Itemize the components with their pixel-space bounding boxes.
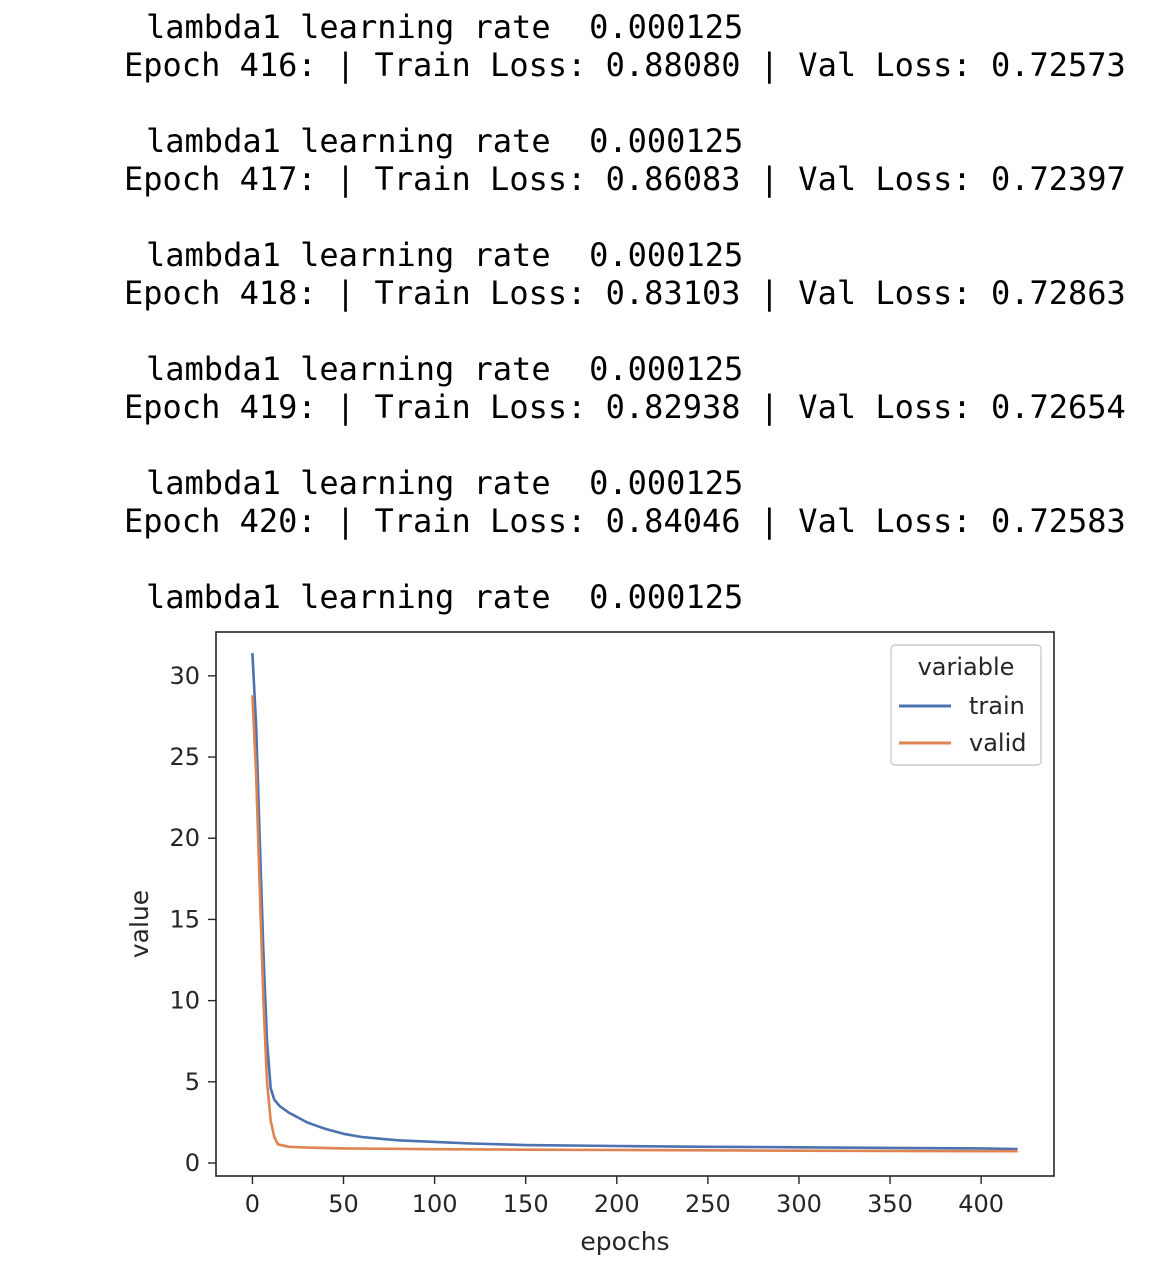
series-line-train [251, 653, 1018, 1151]
y-tick-label: 25 [169, 743, 200, 771]
y-tick-label: 30 [169, 662, 200, 690]
x-tick-label: 400 [958, 1190, 1004, 1218]
epoch-line: Epoch 418: | Train Loss: 0.83103 | Val L… [124, 274, 1126, 312]
y-tick-label: 15 [169, 905, 200, 933]
legend-title: variable [918, 653, 1015, 681]
y-tick-label: 10 [169, 987, 200, 1015]
legend-label-valid: valid [969, 729, 1026, 757]
loss-chart: 0 50 100 150 200 250 300 350 400 0 5 10 15 20 25 30 epoc… [125, 631, 1055, 1256]
lr-line: lambda1 learning rate 0.000125 [146, 464, 744, 502]
epoch-line: Epoch 420: | Train Loss: 0.84046 | Val L… [124, 502, 1126, 540]
plot-frame [215, 631, 1055, 1177]
x-axis-label: epochs [580, 1227, 669, 1256]
epoch-line: Epoch 419: | Train Loss: 0.82938 | Val L… [124, 388, 1126, 426]
legend-box [890, 644, 1042, 766]
x-tick-label: 300 [776, 1190, 822, 1218]
x-tick-label: 150 [503, 1190, 549, 1218]
x-tick-label: 50 [328, 1190, 359, 1218]
x-tick-label: 350 [867, 1190, 913, 1218]
y-axis-label: value [125, 890, 154, 958]
x-tick-label: 100 [412, 1190, 458, 1218]
x-tick-label: 200 [594, 1190, 640, 1218]
lr-line: lambda1 learning rate 0.000125 [146, 8, 744, 46]
legend-label-train: train [969, 692, 1025, 720]
y-tick-label: 20 [169, 824, 200, 852]
x-tick-label: 250 [685, 1190, 731, 1218]
epoch-line: Epoch 416: | Train Loss: 0.88080 | Val L… [124, 46, 1126, 84]
lr-line: lambda1 learning rate 0.000125 [146, 236, 744, 274]
y-tick-label: 0 [185, 1149, 200, 1177]
lr-line-final: lambda1 learning rate 0.000125 [146, 578, 744, 616]
x-tick-label: 0 [245, 1190, 260, 1218]
lr-line: lambda1 learning rate 0.000125 [146, 122, 744, 160]
lr-line: lambda1 learning rate 0.000125 [146, 350, 744, 388]
y-tick-label: 5 [185, 1068, 200, 1096]
epoch-line: Epoch 417: | Train Loss: 0.86083 | Val L… [124, 160, 1126, 198]
series-line-valid [251, 695, 1018, 1153]
